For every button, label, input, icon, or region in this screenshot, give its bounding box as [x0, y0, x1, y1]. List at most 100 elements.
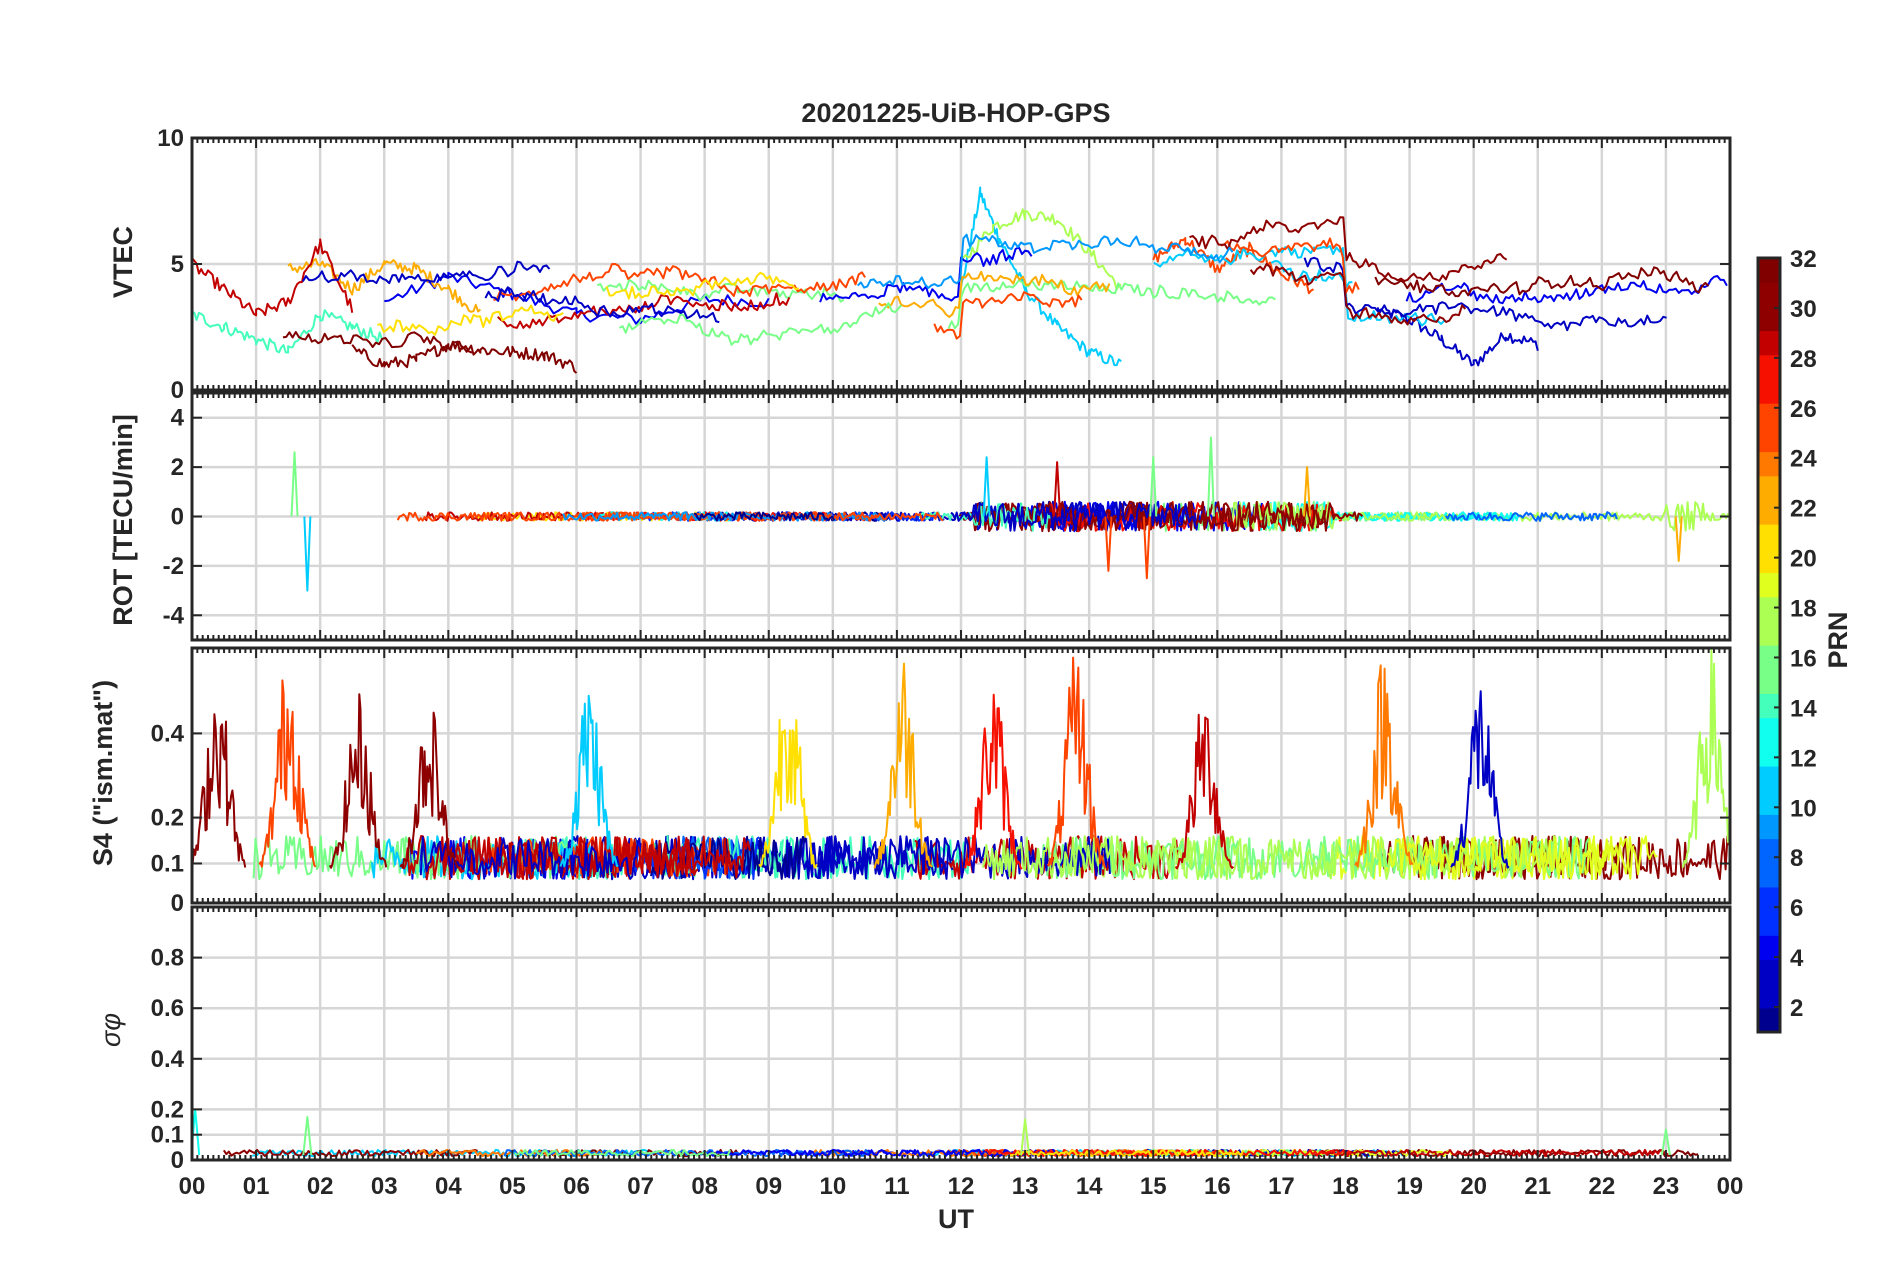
x-tick-label: 20 [1460, 1173, 1487, 1200]
vtec-trace [1249, 263, 1467, 326]
rot-y-tick-label: -2 [163, 553, 184, 580]
colorbar-segment [1758, 935, 1780, 961]
chart-title: 20201225-UiB-HOP-GPS [801, 98, 1110, 128]
x-tick-label: 22 [1588, 1173, 1615, 1200]
colorbar-segment [1758, 983, 1780, 1009]
colorbar-segment [1758, 669, 1780, 694]
colorbar-segment [1758, 959, 1780, 985]
vtec-trace [1405, 275, 1728, 305]
colorbar-segment [1758, 886, 1780, 912]
x-tick-label: 11 [884, 1173, 909, 1200]
colorbar-tick-label: 32 [1790, 246, 1817, 273]
rot-y-tick-label: 0 [171, 504, 184, 531]
colorbar-segment [1758, 572, 1780, 598]
s4-burst [1174, 713, 1235, 870]
colorbar-segment [1758, 645, 1780, 670]
s4-burst [1450, 690, 1510, 869]
colorbar-segment [1758, 790, 1780, 815]
vtec-trace [856, 233, 1234, 289]
colorbar-tick-label: 30 [1790, 296, 1817, 323]
vtec-trace [484, 286, 720, 324]
s4-burst [1354, 664, 1414, 868]
x-tick-label: 04 [435, 1173, 462, 1200]
x-tick-label: 02 [307, 1173, 334, 1200]
sigma_phi-y-tick-label: 0.2 [151, 1096, 184, 1123]
colorbar-segment [1758, 1007, 1780, 1033]
colorbar-frame [1756, 256, 1782, 1034]
s4-burst [963, 693, 1023, 870]
colorbar-segment [1758, 427, 1780, 453]
s4-burst [328, 693, 388, 869]
rot-spike [290, 451, 299, 517]
s4-burst [1681, 649, 1730, 868]
colorbar-label: PRN [1823, 611, 1853, 668]
s4-burst [399, 711, 459, 869]
x-tick-label: 03 [371, 1173, 398, 1200]
colorbar-segment [1758, 548, 1780, 574]
vtec-series-prn-32 [351, 340, 578, 374]
x-tick-label: 19 [1396, 1173, 1423, 1200]
vtec-trace [301, 260, 551, 285]
rot-spike [1674, 516, 1683, 562]
sigma-peak [302, 1115, 313, 1156]
colorbar-segment [1758, 451, 1780, 477]
s4-trace [1387, 835, 1658, 881]
panel-vtec: 0 5 10 [157, 125, 1732, 404]
colorbar-segment [1758, 741, 1780, 767]
rot-spike [1303, 466, 1312, 517]
colorbar-segment [1758, 814, 1780, 840]
colorbar-segment [1758, 717, 1780, 743]
rot-ylabel: ROT [TECU/min] [108, 414, 138, 625]
rot-y-tick-label: 2 [171, 454, 184, 481]
colorbar-tick-label: 18 [1790, 596, 1817, 623]
sigma-peak [1020, 1118, 1031, 1156]
vtec-trace [1303, 256, 1667, 332]
vtec-trace [933, 291, 1083, 340]
x-tick-label: 10 [819, 1173, 846, 1200]
rot-y-tick-label: 4 [171, 405, 185, 432]
colorbar-segment [1758, 378, 1780, 404]
rot-traces [290, 436, 1730, 592]
x-tick-label: 07 [627, 1173, 654, 1200]
vtec-trace [947, 279, 1276, 330]
vtec-y-tick-label: 0 [171, 377, 184, 404]
vtec-series-prn-10 [960, 186, 1122, 367]
colorbar-segment [1758, 330, 1780, 356]
colorbar-tick-label: 26 [1790, 396, 1817, 423]
x-tick-label: 15 [1140, 1173, 1167, 1200]
x-tick-label: 00 [179, 1173, 206, 1200]
vtec-series-prn-26 [1152, 237, 1314, 295]
s4-traces [192, 649, 1730, 881]
vtec-series-prn-17 [960, 208, 1122, 291]
s4-burst [758, 718, 818, 869]
rot-trace [1444, 511, 1618, 522]
vtec-y-tick-label: 5 [171, 251, 184, 278]
colorbar-tick-label: 2 [1790, 995, 1803, 1022]
colorbar-segment [1758, 258, 1780, 283]
s4-y-tick-label: 0.1 [151, 850, 184, 877]
x-tick-label: 05 [499, 1173, 526, 1200]
x-tick-label: 00 [1717, 1173, 1744, 1200]
colorbar-tick-label: 10 [1790, 795, 1817, 822]
rot-spike [1104, 516, 1113, 572]
rot-y-tick-label: -4 [163, 602, 185, 629]
sigma-peak [1660, 1128, 1671, 1156]
vtec-trace [493, 263, 866, 302]
x-tick-label: 21 [1524, 1173, 1551, 1200]
rot-spike [1149, 456, 1158, 517]
x-tick-label: 08 [691, 1173, 718, 1200]
rot-trace [693, 511, 836, 522]
colorbar-segment [1758, 282, 1780, 307]
colorbar-tick-label: 22 [1790, 496, 1817, 523]
vtec-trace [618, 302, 903, 346]
colorbar-tick-label: 4 [1790, 945, 1804, 972]
x-tick-label: 13 [1012, 1173, 1039, 1200]
vtec-trace [878, 270, 1111, 318]
colorbar-segment [1758, 475, 1780, 501]
colorbar-segment [1758, 911, 1780, 936]
sigma_phi-y-tick-label: 0.1 [151, 1122, 184, 1149]
vtec-series-prn-22 [287, 257, 482, 313]
sigma_phi-y-tick-label: 0.8 [151, 945, 184, 972]
colorbar-tick-label: 28 [1790, 346, 1817, 373]
